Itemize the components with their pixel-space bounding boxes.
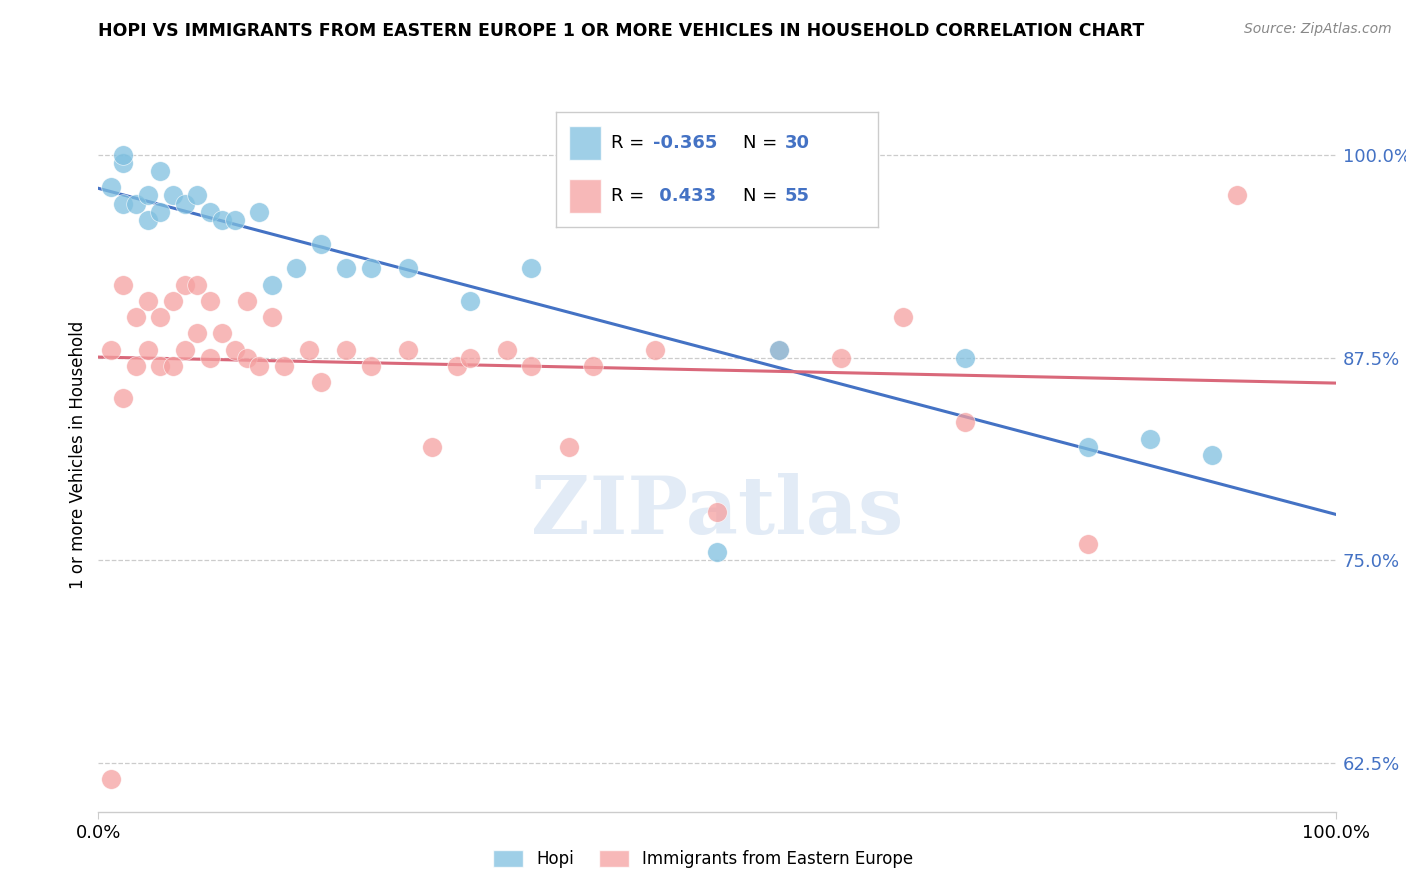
- Point: [1077, 440, 1099, 454]
- Point: [100, 343, 122, 357]
- Point: [309, 375, 332, 389]
- Point: [162, 293, 184, 308]
- Point: [396, 261, 419, 276]
- Point: [335, 261, 357, 276]
- Point: [198, 204, 221, 219]
- Point: [458, 293, 481, 308]
- Point: [260, 277, 283, 292]
- Point: [236, 351, 259, 365]
- Point: [174, 196, 197, 211]
- Point: [186, 277, 208, 292]
- Point: [285, 261, 308, 276]
- Point: [273, 359, 295, 373]
- Point: [768, 343, 790, 357]
- Point: [112, 196, 135, 211]
- Point: [136, 188, 159, 202]
- Point: [953, 351, 976, 365]
- Point: [174, 277, 197, 292]
- Point: [644, 343, 666, 357]
- Point: [953, 416, 976, 430]
- Point: [768, 343, 790, 357]
- Point: [186, 326, 208, 341]
- Point: [706, 505, 728, 519]
- Point: [174, 343, 197, 357]
- Point: [149, 164, 172, 178]
- Point: [149, 359, 172, 373]
- Point: [149, 310, 172, 324]
- Point: [360, 359, 382, 373]
- Point: [198, 351, 221, 365]
- Point: [186, 188, 208, 202]
- Point: [112, 148, 135, 162]
- Point: [1077, 537, 1099, 551]
- Point: [422, 440, 444, 454]
- Point: [224, 212, 246, 227]
- Point: [706, 545, 728, 559]
- Point: [112, 391, 135, 405]
- Point: [112, 156, 135, 170]
- Point: [124, 310, 146, 324]
- Point: [100, 180, 122, 194]
- Point: [224, 343, 246, 357]
- Point: [360, 261, 382, 276]
- Point: [198, 293, 221, 308]
- Point: [520, 261, 543, 276]
- Point: [557, 440, 579, 454]
- Point: [162, 188, 184, 202]
- Point: [247, 204, 270, 219]
- Point: [446, 359, 468, 373]
- Point: [211, 326, 233, 341]
- Point: [124, 359, 146, 373]
- Point: [162, 359, 184, 373]
- Text: HOPI VS IMMIGRANTS FROM EASTERN EUROPE 1 OR MORE VEHICLES IN HOUSEHOLD CORRELATI: HOPI VS IMMIGRANTS FROM EASTERN EUROPE 1…: [98, 22, 1144, 40]
- Point: [211, 212, 233, 227]
- Point: [458, 351, 481, 365]
- Point: [1201, 448, 1223, 462]
- Point: [298, 343, 321, 357]
- Point: [396, 343, 419, 357]
- Point: [236, 293, 259, 308]
- Point: [124, 196, 146, 211]
- Point: [136, 343, 159, 357]
- Point: [891, 310, 914, 324]
- Point: [112, 277, 135, 292]
- Point: [149, 204, 172, 219]
- Point: [1226, 188, 1249, 202]
- Point: [520, 359, 543, 373]
- Text: Source: ZipAtlas.com: Source: ZipAtlas.com: [1244, 22, 1392, 37]
- Point: [247, 359, 270, 373]
- Point: [1139, 432, 1161, 446]
- Point: [830, 351, 852, 365]
- Legend: Hopi, Immigrants from Eastern Europe: Hopi, Immigrants from Eastern Europe: [486, 843, 920, 875]
- Point: [309, 237, 332, 252]
- Point: [136, 212, 159, 227]
- Point: [100, 772, 122, 787]
- Point: [335, 343, 357, 357]
- Point: [495, 343, 517, 357]
- Text: ZIPatlas: ZIPatlas: [531, 473, 903, 551]
- Y-axis label: 1 or more Vehicles in Household: 1 or more Vehicles in Household: [69, 321, 87, 589]
- Point: [136, 293, 159, 308]
- Point: [582, 359, 605, 373]
- Point: [260, 310, 283, 324]
